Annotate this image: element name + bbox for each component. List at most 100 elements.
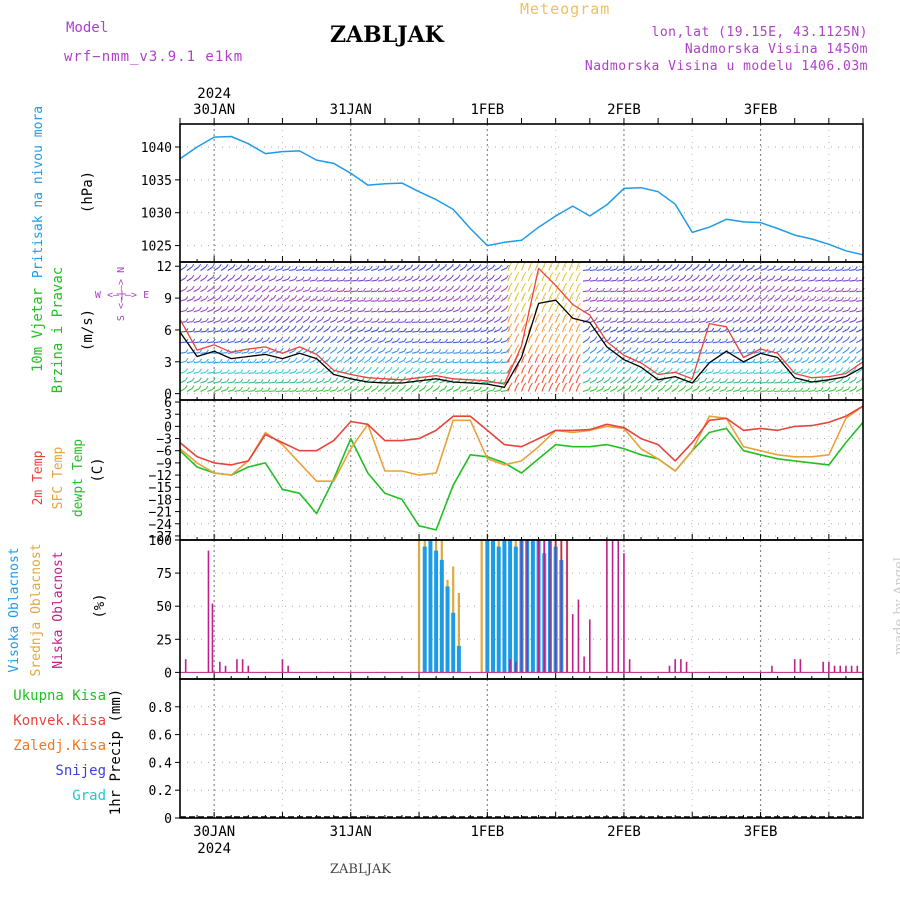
wind-barb-flag	[232, 285, 236, 289]
wind-barb-flag	[321, 377, 325, 382]
wind-barb-flag	[212, 306, 216, 310]
wind-barb	[739, 329, 746, 333]
wind-barb-flag	[260, 387, 264, 391]
precip-legend-1: Ukupna Kisa	[13, 688, 106, 704]
wind-barb	[227, 308, 234, 313]
wind-barb-flag	[375, 356, 379, 360]
wind-barb-flag	[738, 338, 742, 342]
wind-barb-flag	[799, 315, 803, 320]
wind-barb-flag	[287, 275, 291, 280]
wind-barb	[616, 369, 623, 374]
wind-barb	[193, 266, 199, 271]
wind-barb	[405, 321, 412, 324]
wind-barb	[186, 288, 193, 293]
wind-barb-flag	[669, 384, 673, 389]
wind-barb	[330, 309, 337, 313]
wind-barb-flag	[383, 318, 387, 322]
wind-barb-flag	[199, 318, 202, 322]
wind-barb-flag	[287, 347, 291, 352]
wind-barb-flag	[834, 386, 838, 391]
wind-barb	[411, 387, 418, 392]
wind-barb	[398, 369, 405, 374]
wind-barb-flag	[424, 328, 428, 332]
wind-barb-flag	[451, 338, 455, 343]
wind-barb	[213, 308, 220, 313]
wind-barb-flag	[786, 387, 790, 392]
wind-barb-flag	[184, 377, 188, 381]
wind-barb-flag	[240, 378, 243, 383]
wind-barb	[527, 316, 532, 323]
wind-barb	[473, 297, 480, 302]
wind-barb	[207, 388, 214, 393]
wind-barb-flag	[356, 277, 360, 281]
wind-barb	[849, 359, 855, 364]
wind-barb	[685, 361, 692, 364]
wind-barb-flag	[833, 367, 837, 371]
wind-barb	[637, 369, 643, 374]
wind-barb-flag	[362, 336, 366, 341]
wind-barb	[610, 290, 617, 293]
wind-barb-flag	[827, 266, 831, 271]
wind-barb-flag	[322, 276, 325, 281]
wind-barb-flag	[307, 357, 311, 361]
wind-barb	[589, 290, 596, 293]
wind-barb	[712, 361, 719, 364]
wind-barb	[753, 351, 760, 354]
wind-barb	[575, 377, 579, 384]
wind-barb	[726, 372, 733, 375]
wind-barb-flag	[300, 315, 304, 320]
wind-barb-flag	[820, 266, 824, 271]
wind-barb-flag	[536, 292, 540, 296]
wind-barb	[733, 329, 740, 333]
wind-barb	[248, 361, 255, 364]
wind-barb-flag	[491, 294, 495, 299]
wind-barb	[568, 275, 572, 282]
wind-barb-flag	[403, 264, 407, 269]
wind-barb	[370, 388, 377, 392]
wind-barb-flag	[711, 349, 715, 353]
y-tick-label: −6	[156, 445, 172, 460]
wind-barb-flag	[649, 347, 653, 352]
wind-barb	[596, 299, 603, 302]
wind-barb	[446, 330, 453, 333]
wind-barb	[309, 298, 316, 302]
wind-barb	[329, 328, 336, 333]
wind-barb	[405, 360, 412, 364]
wind-barb	[432, 360, 439, 364]
wind-barb-flag	[663, 275, 667, 280]
wind-barb	[493, 319, 500, 323]
wind-barb-flag	[417, 367, 421, 372]
wind-barb-flag	[649, 276, 653, 280]
wind-barb-flag	[273, 275, 277, 280]
wind-barb	[760, 297, 766, 302]
wind-barb	[193, 298, 200, 302]
wind-barb	[548, 295, 552, 302]
y-tick-label: −18	[149, 493, 172, 508]
wind-barb-flag	[424, 307, 428, 312]
wind-barb	[425, 266, 432, 271]
wind-barb	[630, 387, 637, 392]
wind-barb-flag	[390, 318, 394, 322]
wind-barb-flag	[622, 265, 626, 270]
wind-barb	[589, 339, 596, 344]
wind-barb-flag	[751, 274, 755, 279]
wind-barb	[432, 330, 439, 333]
wind-barb	[336, 349, 343, 354]
wind-barb-flag	[648, 376, 652, 380]
wind-barb-flag	[260, 379, 264, 383]
wind-barb-flag	[550, 364, 554, 369]
wind-barb-flag	[854, 307, 858, 311]
wind-barb	[500, 361, 508, 364]
wind-barb	[418, 266, 425, 271]
wind-barb	[391, 299, 398, 302]
wind-barb-flag	[793, 378, 797, 383]
wind-barb-flag	[744, 316, 748, 321]
wind-barb	[487, 308, 493, 313]
wind-barb-flag	[724, 285, 727, 289]
wind-barb-flag	[253, 337, 257, 342]
wind-barb-flag	[363, 266, 366, 270]
wind-barb	[357, 329, 364, 333]
wind-barb-flag	[656, 367, 659, 371]
wind-barb-flag	[369, 346, 373, 351]
wind-barb	[596, 359, 602, 364]
